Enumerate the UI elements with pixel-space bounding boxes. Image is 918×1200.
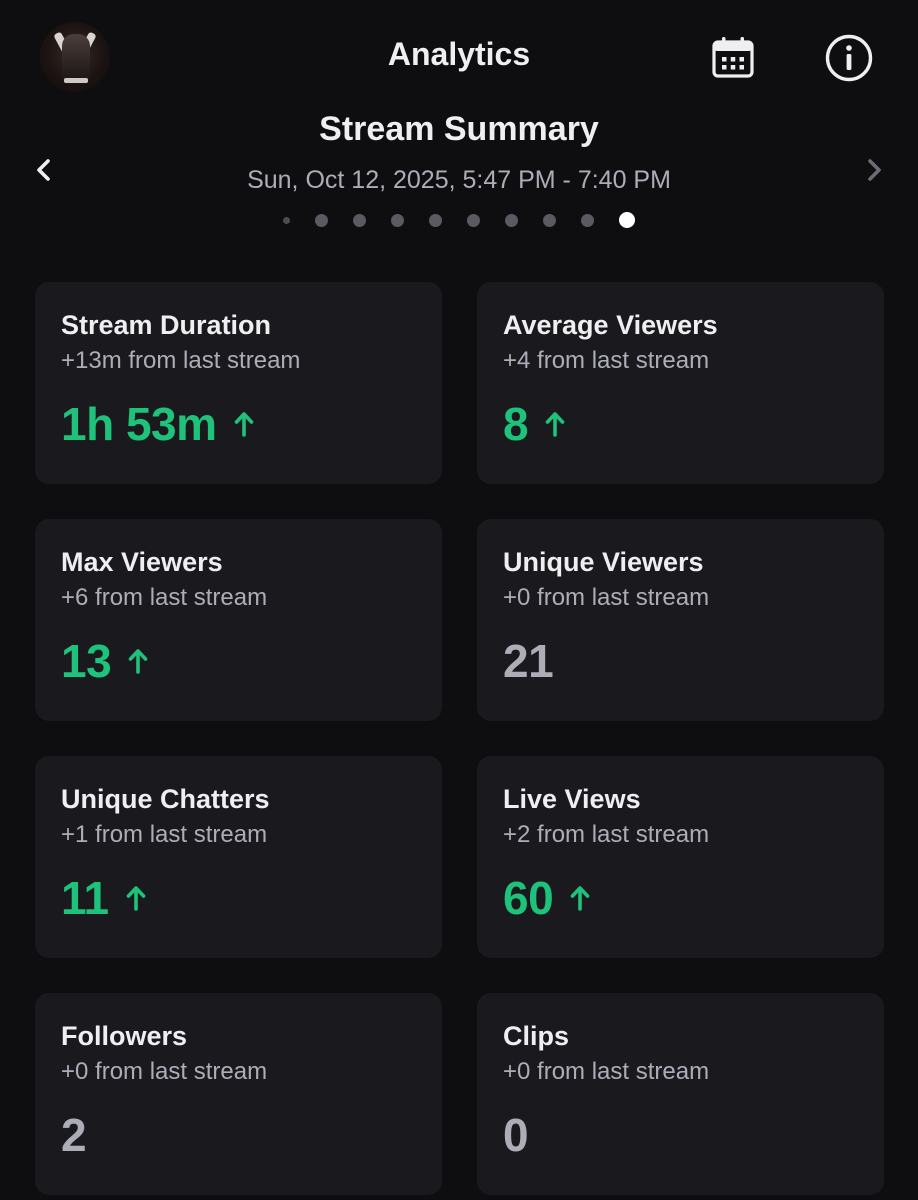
- page-dot[interactable]: [581, 213, 594, 227]
- stat-value: 11: [61, 872, 109, 924]
- page-dot[interactable]: [467, 213, 480, 227]
- page-dot[interactable]: [429, 213, 442, 227]
- stat-card-followers[interactable]: Followers +0 from last stream 2: [35, 993, 442, 1195]
- stat-value-row: 60: [503, 870, 858, 926]
- stat-card-live-views[interactable]: Live Views +2 from last stream 60: [477, 756, 884, 958]
- stat-value-row: 11: [61, 870, 416, 926]
- next-stream-button[interactable]: [854, 150, 894, 190]
- summary-date-range: Sun, Oct 12, 2025, 5:47 PM - 7:40 PM: [247, 166, 671, 194]
- page-dot-active[interactable]: [619, 212, 635, 228]
- stat-value: 8: [503, 398, 529, 450]
- info-button[interactable]: [823, 32, 875, 84]
- stat-label: Stream Duration: [61, 310, 272, 340]
- stat-value: 1h 53m: [61, 398, 217, 450]
- stat-value-row: 0: [503, 1107, 858, 1163]
- page-dot[interactable]: [391, 213, 404, 227]
- top-bar: Analytics: [0, 0, 918, 112]
- stat-label: Unique Viewers: [503, 547, 704, 577]
- stat-value-row: 21: [503, 633, 858, 689]
- stat-value: 60: [503, 872, 554, 924]
- stat-card-max-viewers[interactable]: Max Viewers +6 from last stream 13: [35, 519, 442, 721]
- arrow-up-icon: [125, 884, 147, 912]
- stat-value-row: 2: [61, 1107, 416, 1163]
- calendar-icon: [712, 37, 754, 78]
- avatar-art: [64, 78, 88, 83]
- page-dot[interactable]: [543, 213, 556, 227]
- stat-card-clips[interactable]: Clips +0 from last stream 0: [477, 993, 884, 1195]
- stat-delta: +2 from last stream: [503, 821, 710, 848]
- stat-value: 0: [503, 1109, 529, 1161]
- page-dot[interactable]: [505, 213, 518, 227]
- info-icon: [825, 34, 873, 82]
- arrow-up-icon: [127, 647, 149, 675]
- summary-title: Stream Summary: [319, 110, 599, 148]
- stat-value-row: 8: [503, 396, 858, 452]
- stat-value: 13: [61, 635, 112, 687]
- stat-label: Unique Chatters: [61, 784, 270, 814]
- stat-card-unique-chatters[interactable]: Unique Chatters +1 from last stream 11: [35, 756, 442, 958]
- stat-card-average-viewers[interactable]: Average Viewers +4 from last stream 8: [477, 282, 884, 484]
- arrow-up-icon: [569, 884, 591, 912]
- stat-delta: +0 from last stream: [503, 1058, 710, 1085]
- stat-delta: +6 from last stream: [61, 584, 268, 611]
- page-title: Analytics: [387, 36, 531, 72]
- stat-value: 2: [61, 1109, 87, 1161]
- stat-label: Average Viewers: [503, 310, 718, 340]
- stat-label: Followers: [61, 1021, 188, 1051]
- stat-delta: +0 from last stream: [503, 584, 710, 611]
- stat-value-row: 13: [61, 633, 416, 689]
- calendar-button[interactable]: [707, 32, 759, 84]
- avatar-art: [62, 34, 90, 80]
- stat-label: Live Views: [503, 784, 641, 814]
- stat-value: 21: [503, 635, 554, 687]
- page-dot[interactable]: [283, 216, 290, 224]
- stat-value-row: 1h 53m: [61, 396, 416, 452]
- stat-delta: +4 from last stream: [503, 347, 710, 374]
- page-dot[interactable]: [353, 213, 366, 227]
- page-indicator: [0, 210, 918, 230]
- arrow-up-icon: [233, 410, 255, 438]
- chevron-right-icon: [868, 159, 881, 181]
- chevron-left-icon: [37, 159, 50, 181]
- avatar[interactable]: [40, 22, 110, 92]
- page-dot[interactable]: [315, 213, 328, 227]
- previous-stream-button[interactable]: [24, 150, 64, 190]
- stat-label: Clips: [503, 1021, 570, 1051]
- stat-card-unique-viewers[interactable]: Unique Viewers +0 from last stream 21: [477, 519, 884, 721]
- stat-delta: +13m from last stream: [61, 347, 301, 374]
- arrow-up-icon: [544, 410, 566, 438]
- stat-delta: +0 from last stream: [61, 1058, 268, 1085]
- stat-delta: +1 from last stream: [61, 821, 268, 848]
- stat-card-stream-duration[interactable]: Stream Duration +13m from last stream 1h 5…: [35, 282, 442, 484]
- stat-label: Max Viewers: [61, 547, 223, 577]
